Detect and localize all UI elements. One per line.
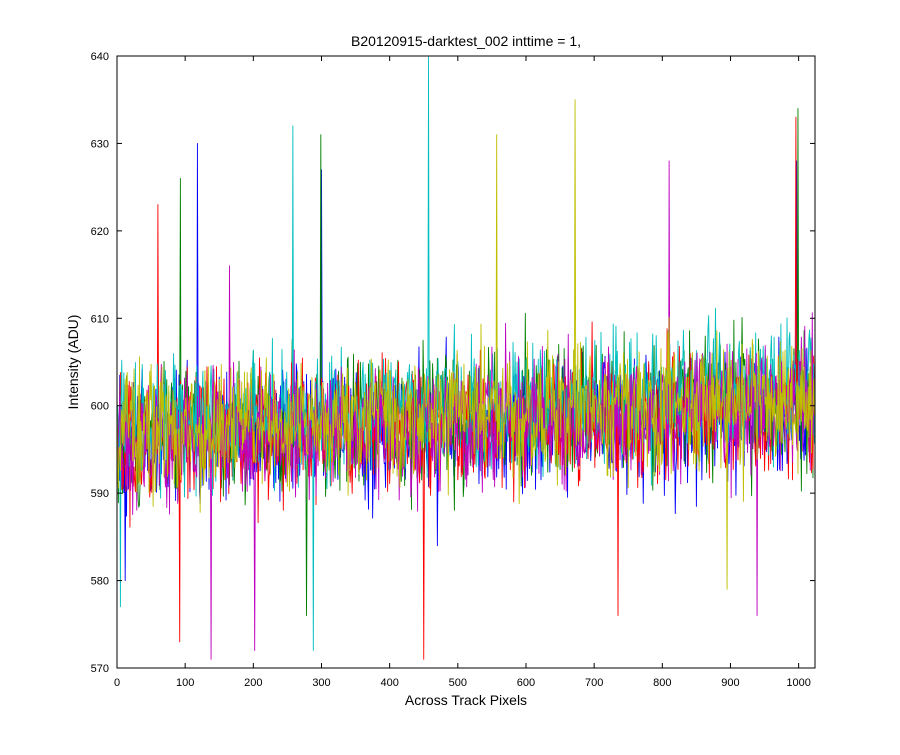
x-tick-label: 0 [114, 677, 120, 689]
y-tick-label: 620 [91, 226, 109, 238]
x-tick-label: 200 [244, 677, 262, 689]
y-tick-label: 610 [91, 313, 109, 325]
chart-title: B20120915-darktest_002 inttime = 1, [351, 33, 581, 49]
y-tick-label: 580 [91, 576, 109, 588]
x-tick-label: 900 [721, 677, 739, 689]
y-tick-label: 600 [91, 401, 109, 413]
x-tick-label: 700 [585, 677, 603, 689]
x-tick-label: 500 [449, 677, 467, 689]
y-tick-label: 640 [91, 51, 109, 63]
x-axis-ticks: 0 100 200 300 400 500 600 700 800 900 1000 [114, 56, 811, 689]
series-layer [116, 55, 815, 660]
x-tick-label: 600 [517, 677, 535, 689]
y-tick-label: 570 [91, 663, 109, 675]
series-line-6 [116, 99, 815, 590]
axes-frame [116, 55, 816, 669]
x-tick-label: 400 [380, 677, 398, 689]
x-tick-label: 300 [312, 677, 330, 689]
y-tick-label: 590 [91, 488, 109, 500]
y-axis-ticks: 570 580 590 600 610 620 630 640 [91, 51, 815, 675]
x-tick-label: 100 [176, 677, 194, 689]
x-axis-label: Across Track Pixels [405, 692, 527, 708]
y-tick-label: 630 [91, 138, 109, 150]
y-axis-label: Intensity (ADU) [65, 315, 81, 410]
x-tick-label: 800 [653, 677, 671, 689]
x-tick-label: 1000 [786, 677, 810, 689]
